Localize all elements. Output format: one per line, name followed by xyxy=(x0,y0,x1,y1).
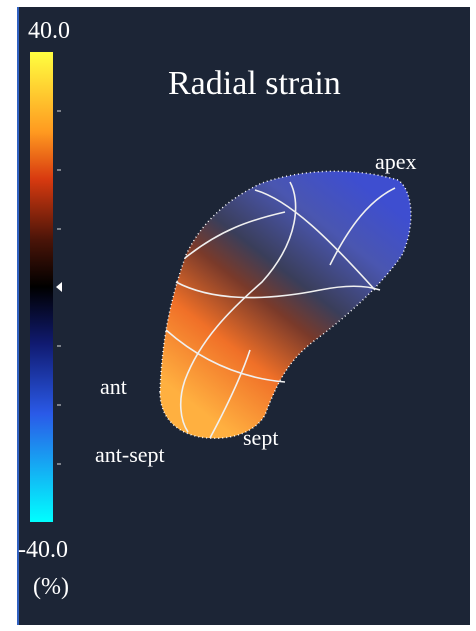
ventricle xyxy=(159,170,412,440)
colorbar xyxy=(30,52,53,522)
label-apex: apex xyxy=(375,149,417,174)
colorbar-min: -40.0 xyxy=(18,537,68,563)
label-ant: ant xyxy=(100,374,127,399)
mesh-lines xyxy=(165,181,396,439)
colorbar-unit: (%) xyxy=(33,574,69,600)
title: Radial strain xyxy=(168,65,341,102)
colorbar-ticks xyxy=(57,110,61,465)
colorbar-max: 40.0 xyxy=(28,18,70,44)
zero-marker xyxy=(56,282,62,292)
label-ant-sept: ant-sept xyxy=(95,442,165,467)
label-sept: sept xyxy=(243,425,278,450)
